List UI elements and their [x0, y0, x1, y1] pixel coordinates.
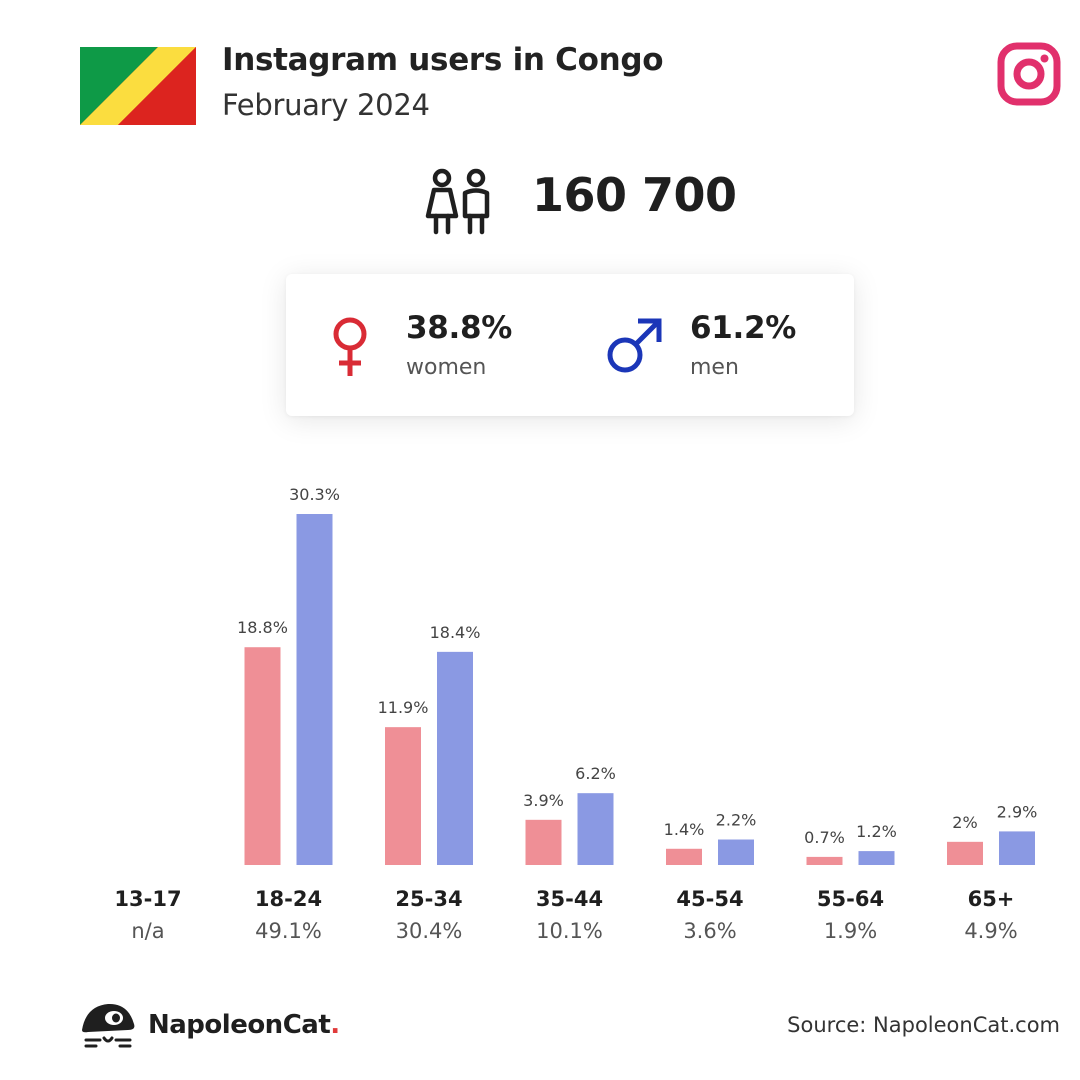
bar-men-25-34	[437, 651, 473, 865]
data-label-men-25-34: 18.4%	[430, 623, 481, 642]
data-label-women-45-54: 1.4%	[664, 820, 705, 839]
data-label-women-65+: 2%	[952, 813, 977, 832]
bar-men-35-44	[577, 793, 614, 865]
category-label-35-44: 35-44	[536, 887, 603, 911]
bar-women-35-44	[525, 819, 562, 865]
source-credit: Source: NapoleonCat.com	[787, 1013, 1060, 1037]
category-total-13-17: n/a	[131, 919, 164, 943]
female-symbol-icon	[333, 317, 367, 376]
category-total-65+: 4.9%	[964, 919, 1017, 943]
bar-women-55-64	[806, 856, 843, 865]
male-symbol-icon	[607, 318, 662, 373]
bar-men-55-64	[858, 851, 895, 865]
category-label-25-34: 25-34	[395, 887, 462, 911]
data-label-men-55-64: 1.2%	[856, 822, 897, 841]
data-label-women-18-24: 18.8%	[237, 618, 288, 637]
data-label-men-35-44: 6.2%	[575, 764, 616, 783]
data-label-women-35-44: 3.9%	[523, 791, 564, 810]
category-total-25-34: 30.4%	[396, 919, 463, 943]
napoleoncat-logo-icon	[82, 1003, 135, 1048]
men-percentage: 61.2%	[690, 310, 797, 346]
category-label-18-24: 18-24	[255, 887, 322, 911]
women-label: women	[406, 355, 487, 380]
people-icon	[425, 168, 490, 235]
data-label-men-45-54: 2.2%	[716, 811, 757, 830]
page-subtitle: February 2024	[222, 88, 430, 122]
instagram-icon	[997, 42, 1061, 106]
bar-men-45-54	[718, 839, 754, 865]
men-label: men	[690, 355, 739, 380]
bar-women-45-54	[666, 848, 702, 865]
bar-women-25-34	[385, 727, 421, 865]
bar-women-18-24	[244, 647, 281, 865]
congo-flag-icon	[80, 47, 196, 125]
bar-men-65+	[999, 831, 1035, 865]
bar-women-65+	[947, 841, 983, 865]
category-label-55-64: 55-64	[817, 887, 884, 911]
total-users-value: 160 700	[532, 168, 737, 222]
data-label-women-55-64: 0.7%	[804, 828, 845, 847]
data-label-men-18-24: 30.3%	[289, 485, 340, 504]
category-total-45-54: 3.6%	[683, 919, 736, 943]
category-label-13-17: 13-17	[114, 887, 181, 911]
category-total-55-64: 1.9%	[824, 919, 877, 943]
data-label-women-25-34: 11.9%	[378, 698, 429, 717]
category-label-45-54: 45-54	[676, 887, 743, 911]
bar-men-18-24	[296, 514, 333, 865]
category-total-18-24: 49.1%	[255, 919, 322, 943]
age-gender-bar-chart: 13-17 n/a 18.8% 30.3% 18-24 49.1% 11.9% 18.4% 25…	[114, 485, 1038, 943]
page-title: Instagram users in Congo	[222, 42, 664, 78]
women-percentage: 38.8%	[406, 310, 513, 346]
gender-card	[286, 274, 854, 416]
category-label-65+: 65+	[968, 887, 1015, 911]
napoleoncat-brand-name: NapoleonCat.	[148, 1010, 340, 1040]
category-total-35-44: 10.1%	[536, 919, 603, 943]
data-label-men-65+: 2.9%	[997, 802, 1038, 821]
